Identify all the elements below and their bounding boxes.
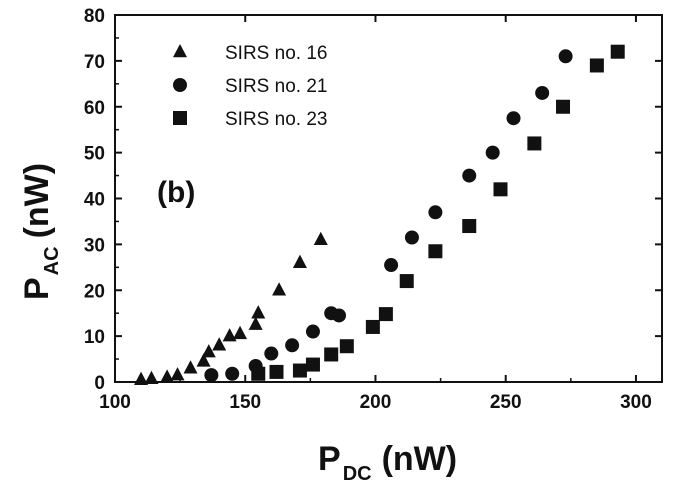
legend-triangle-marker [173, 43, 187, 58]
y-axis-label-main: P [18, 277, 56, 300]
square-data-point [428, 244, 443, 259]
square-data-point [589, 58, 604, 73]
x-tick-label: 150 [229, 392, 261, 413]
y-tick-label: 60 [84, 98, 105, 119]
circle-data-point [404, 230, 419, 245]
triangle-data-point [134, 371, 149, 385]
triangle-data-point [313, 231, 328, 246]
legend-entry-label: SIRS no. 21 [225, 76, 327, 97]
square-data-point [493, 182, 508, 197]
circle-data-point [225, 366, 240, 381]
circle-data-point [305, 324, 320, 339]
x-tick-label: 100 [99, 392, 131, 413]
triangle-data-point [170, 367, 185, 381]
square-data-point [610, 44, 625, 59]
x-tick-label: 250 [490, 392, 522, 413]
x-axis-label: P DC (nW) [318, 440, 457, 485]
legend-circle-marker [173, 78, 187, 92]
circle-data-point [285, 338, 300, 353]
y-axis-label: PAC (nW) [18, 163, 63, 300]
triangle-data-point [160, 369, 175, 383]
data-points [134, 44, 625, 385]
y-tick-label: 0 [94, 373, 105, 394]
square-data-point [378, 307, 393, 322]
square-data-point [399, 274, 414, 289]
circle-data-point [204, 368, 219, 383]
triangle-data-point [233, 325, 248, 340]
x-tick-label: 300 [620, 392, 652, 413]
triangle-data-point [272, 282, 287, 296]
triangle-data-point [248, 316, 263, 330]
legend-square-marker [173, 111, 187, 125]
circle-data-point [485, 145, 500, 160]
x-tick-label: 200 [360, 392, 392, 413]
x-axis-label-sub: DC [343, 463, 372, 485]
square-data-point [339, 339, 354, 354]
circle-data-point [535, 85, 550, 100]
circle-data-point [462, 168, 477, 183]
square-data-point [527, 136, 542, 151]
square-data-point [556, 99, 571, 114]
triangle-data-point [212, 337, 227, 351]
square-data-point [324, 347, 339, 362]
panel-label: (b) [157, 176, 195, 209]
y-axis-label-unit: (nW) [18, 163, 56, 239]
triangle-data-point [222, 328, 237, 342]
square-data-point [251, 366, 266, 381]
circle-data-point [264, 346, 279, 361]
y-tick-label: 80 [84, 6, 105, 27]
triangle-data-point [251, 305, 266, 319]
y-tick-label: 70 [84, 52, 105, 73]
circle-data-point [384, 258, 399, 273]
y-tick-label: 20 [84, 281, 105, 302]
y-axis-label-sub: AC [41, 246, 63, 275]
circle-data-point [332, 308, 347, 323]
x-axis-label-unit: (nW) [382, 440, 458, 478]
legend: SIRS no. 16 SIRS no. 21 SIRS no. 23 [173, 43, 327, 130]
x-axis-label-main: P [318, 440, 341, 478]
square-data-point [292, 363, 307, 378]
ticks: 100 150 200 250 300 0 10 20 30 40 50 60 70 80 [84, 6, 662, 413]
y-tick-label: 50 [84, 144, 105, 165]
square-data-point [365, 319, 380, 334]
triangle-data-point [292, 254, 307, 268]
y-tick-label: 10 [84, 327, 105, 348]
triangle-data-point [196, 353, 211, 367]
triangle-data-point [183, 360, 198, 374]
circle-data-point [506, 111, 521, 126]
square-data-point [462, 219, 477, 234]
legend-entry-label: SIRS no. 16 [225, 43, 327, 64]
circle-data-point [428, 205, 443, 220]
y-tick-label: 40 [84, 190, 105, 211]
square-data-point [269, 364, 284, 379]
plot-frame [114, 14, 663, 383]
triangle-data-point [144, 370, 159, 385]
triangle-data-point [201, 344, 216, 358]
axes [114, 14, 663, 383]
legend-entry-label: SIRS no. 23 [225, 109, 327, 130]
square-data-point [305, 357, 320, 372]
y-tick-label: 30 [84, 235, 105, 256]
circle-data-point [558, 49, 573, 64]
